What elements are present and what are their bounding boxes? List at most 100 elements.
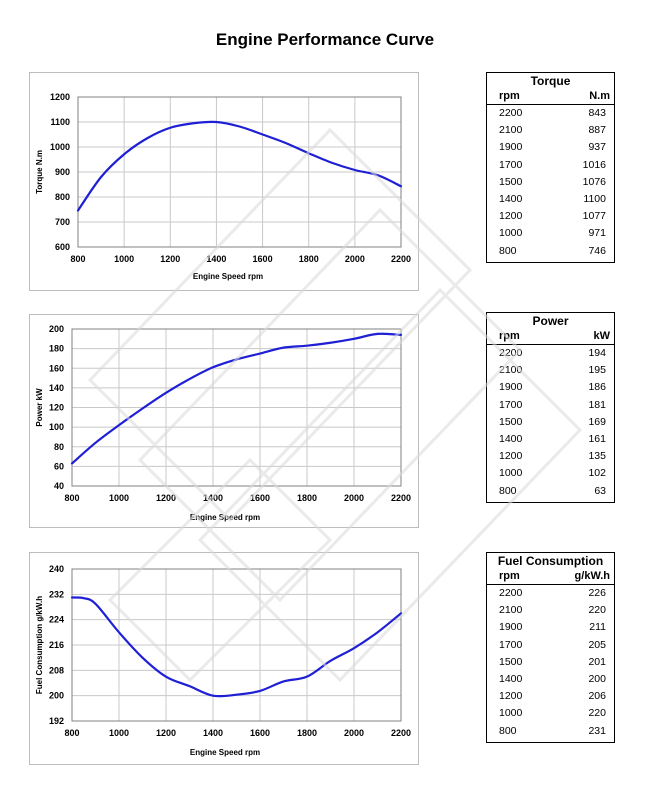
table-row: 1200 135	[487, 448, 614, 465]
x-tick-label: 1200	[156, 728, 176, 738]
y-tick-label: 120	[49, 403, 64, 413]
x-tick-label: 1400	[203, 493, 223, 503]
rpm-cell: 800	[499, 484, 517, 497]
y-tick-label: 900	[55, 167, 70, 177]
value-cell: 206	[588, 690, 606, 703]
x-tick-label: 1000	[109, 728, 129, 738]
table-row: 1900 186	[487, 379, 614, 396]
rpm-cell: 1400	[499, 432, 523, 445]
x-tick-label: 1200	[160, 254, 180, 264]
table-row: 1400 1100	[487, 191, 614, 208]
x-tick-label: 1600	[250, 728, 270, 738]
fuel-consumption-table: Fuel Consumption rpm g/kW.h 2200 226 2100 220 1…	[486, 552, 615, 743]
table-row: 2200 194	[487, 345, 614, 362]
value-cell: 746	[588, 244, 606, 257]
y-tick-label: 1200	[50, 92, 70, 102]
value-cell: 971	[588, 227, 606, 240]
rpm-cell: 2100	[499, 364, 523, 377]
rpm-cell: 800	[499, 724, 517, 737]
series-line	[70, 332, 403, 465]
value-cell: 937	[588, 141, 606, 154]
rpm-cell: 800	[499, 244, 517, 257]
table-row: 1900 211	[487, 619, 614, 636]
table-row: 1900 937	[487, 139, 614, 156]
x-tick-label: 1400	[203, 728, 223, 738]
x-tick-label: 1600	[253, 254, 273, 264]
rpm-cell: 1400	[499, 672, 523, 685]
table-row: 2100 195	[487, 362, 614, 379]
x-tick-label: 2000	[344, 493, 364, 503]
x-tick-label: 800	[70, 254, 85, 264]
y-tick-label: 232	[49, 589, 64, 599]
value-cell: 201	[588, 655, 606, 668]
x-tick-label: 1000	[109, 493, 129, 503]
y-axis-label: Power kW	[35, 388, 44, 427]
rpm-cell: 1500	[499, 175, 523, 188]
y-tick-label: 1000	[50, 142, 70, 152]
y-tick-label: 800	[55, 192, 70, 202]
power-chart: 800 1000 1200 1400 1600 1800 2000 2200 40 60 80 100…	[35, 324, 411, 522]
rpm-cell: 1900	[499, 141, 523, 154]
table-row: 1700 205	[487, 637, 614, 654]
y-tick-label: 240	[49, 564, 64, 574]
y-tick-label: 200	[49, 691, 64, 701]
table-row: 1000 220	[487, 705, 614, 722]
rpm-cell: 1900	[499, 381, 523, 394]
y-tick-label: 140	[49, 383, 64, 393]
rpm-cell: 1000	[499, 467, 523, 480]
table-row: 1200 206	[487, 688, 614, 705]
value-cell: 1077	[582, 210, 606, 223]
table-row: 2200 843	[487, 105, 614, 122]
y-tick-label: 80	[54, 442, 64, 452]
table-row: 1200 1077	[487, 208, 614, 225]
rpm-cell: 1200	[499, 210, 523, 223]
rpm-cell: 1700	[499, 398, 523, 411]
value-cell: 161	[588, 432, 606, 445]
table-row: 1500 1076	[487, 174, 614, 191]
x-tick-label: 1800	[299, 254, 319, 264]
table-header-row: rpm kW	[487, 329, 614, 345]
value-cell: 135	[588, 450, 606, 463]
x-axis-label: Engine Speed rpm	[193, 272, 263, 281]
table-row: 2100 220	[487, 602, 614, 619]
torque-chart-panel: 800 1000 1200 1400 1600 1800 2000 2200 600 700 800…	[29, 72, 419, 291]
table-row: 1700 1016	[487, 157, 614, 174]
rpm-cell: 2200	[499, 107, 523, 119]
value-cell: 63	[594, 484, 606, 497]
torque-chart: 800 1000 1200 1400 1600 1800 2000 2200 600 700 800…	[35, 92, 411, 281]
x-axis-label: Engine Speed rpm	[190, 748, 260, 757]
value-cell: 200	[588, 672, 606, 685]
x-tick-label: 800	[64, 728, 79, 738]
value-cell: 1100	[583, 192, 606, 205]
rpm-column-header: rpm	[499, 330, 520, 342]
y-tick-label: 700	[55, 217, 70, 227]
rpm-cell: 2100	[499, 124, 523, 137]
table-row: 2200 226	[487, 585, 614, 602]
unit-column-header: N.m	[589, 90, 610, 102]
rpm-cell: 1200	[499, 690, 523, 703]
value-cell: 169	[588, 415, 606, 428]
x-tick-label: 2000	[345, 254, 365, 264]
y-tick-label: 208	[49, 665, 64, 675]
x-tick-label: 2200	[391, 493, 411, 503]
y-axis-label: Torque N.m	[35, 150, 44, 194]
fuel-chart-panel: 800 1000 1200 1400 1600 1800 2000 2200 192 200 208…	[29, 552, 419, 765]
y-tick-label: 200	[49, 324, 64, 334]
rpm-cell: 1000	[499, 227, 523, 240]
rpm-cell: 1900	[499, 621, 523, 634]
x-tick-label: 1200	[156, 493, 176, 503]
table-row: 1700 181	[487, 397, 614, 414]
rpm-cell: 1500	[499, 415, 523, 428]
table-header-row: rpm N.m	[487, 89, 614, 105]
rpm-column-header: rpm	[499, 90, 520, 102]
x-axis-label: Engine Speed rpm	[190, 513, 260, 522]
table-row: 800 231	[487, 723, 614, 740]
rpm-cell: 2200	[499, 347, 523, 359]
torque-table: Torque rpm N.m 2200 843 2100 887 1900 937 1700 101…	[486, 72, 615, 263]
x-tick-label: 1000	[114, 254, 134, 264]
rpm-cell: 1700	[499, 158, 523, 171]
y-tick-label: 192	[49, 716, 64, 726]
table-row: 1000 971	[487, 225, 614, 242]
y-tick-label: 1100	[50, 117, 70, 127]
fuel-consumption-chart: 800 1000 1200 1400 1600 1800 2000 2200 192 200 208…	[35, 564, 411, 757]
